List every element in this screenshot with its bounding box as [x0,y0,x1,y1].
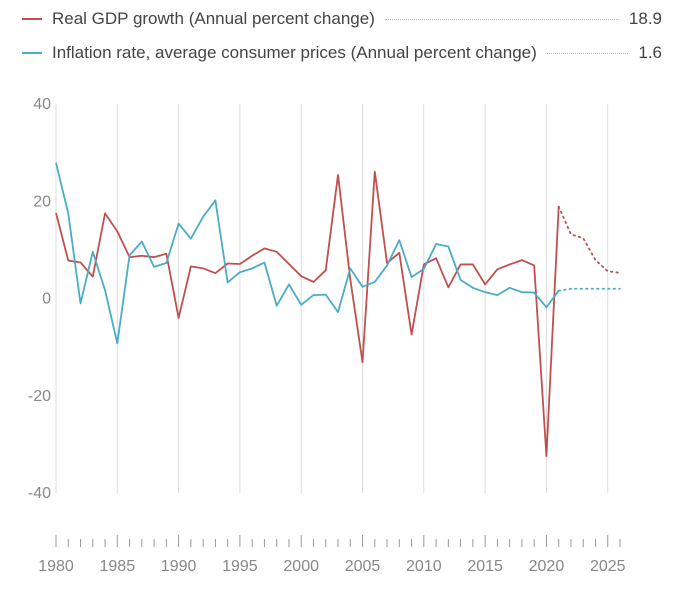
x-tick-label-1980: 1980 [38,558,74,575]
series-1-projection-line [557,287,621,292]
series-0-projection-line [557,205,621,274]
y-tick-label-4: -40 [28,485,51,502]
legend-item-inflation[interactable]: Inflation rate, average consumer prices … [22,40,662,66]
x-tick-label-2015: 2015 [467,558,503,575]
x-tick-label-2010: 2010 [406,558,442,575]
legend-leader-gdp [384,18,619,20]
legend-leader-inflation [546,52,629,54]
y-axis: 40 20 0 -20 -40 [28,96,51,502]
chart-legend: Real GDP growth (Annual percent change) … [22,6,662,74]
x-tick-label-1995: 1995 [222,558,258,575]
series-0-line [55,170,560,457]
grid-lines [55,104,609,493]
legend-value-inflation: 1.6 [638,43,662,62]
y-tick-label-2: 0 [42,291,51,308]
legend-label-inflation: Inflation rate, average consumer prices … [52,43,537,62]
legend-swatch-gdp [22,18,42,20]
x-tick-label-1985: 1985 [100,558,136,575]
legend-swatch-inflation [22,52,42,54]
y-tick-label-3: -20 [28,388,51,405]
y-tick-label-1: 20 [33,193,51,210]
x-tick-label-2020: 2020 [529,558,565,575]
series-group [55,162,621,457]
legend-label-gdp: Real GDP growth (Annual percent change) [52,9,375,28]
series-1-line [55,162,560,345]
legend-item-gdp[interactable]: Real GDP growth (Annual percent change) … [22,6,662,32]
x-tick-label-2000: 2000 [283,558,319,575]
x-tick-label-1990: 1990 [161,558,197,575]
x-tick-label-2025: 2025 [590,558,626,575]
x-axis: 1980 1985 1990 1995 2000 2005 2010 2015 2020 2025 [38,535,626,575]
legend-value-gdp: 18.9 [628,9,662,28]
y-tick-label-0: 40 [33,96,51,113]
x-tick-label-2005: 2005 [345,558,381,575]
